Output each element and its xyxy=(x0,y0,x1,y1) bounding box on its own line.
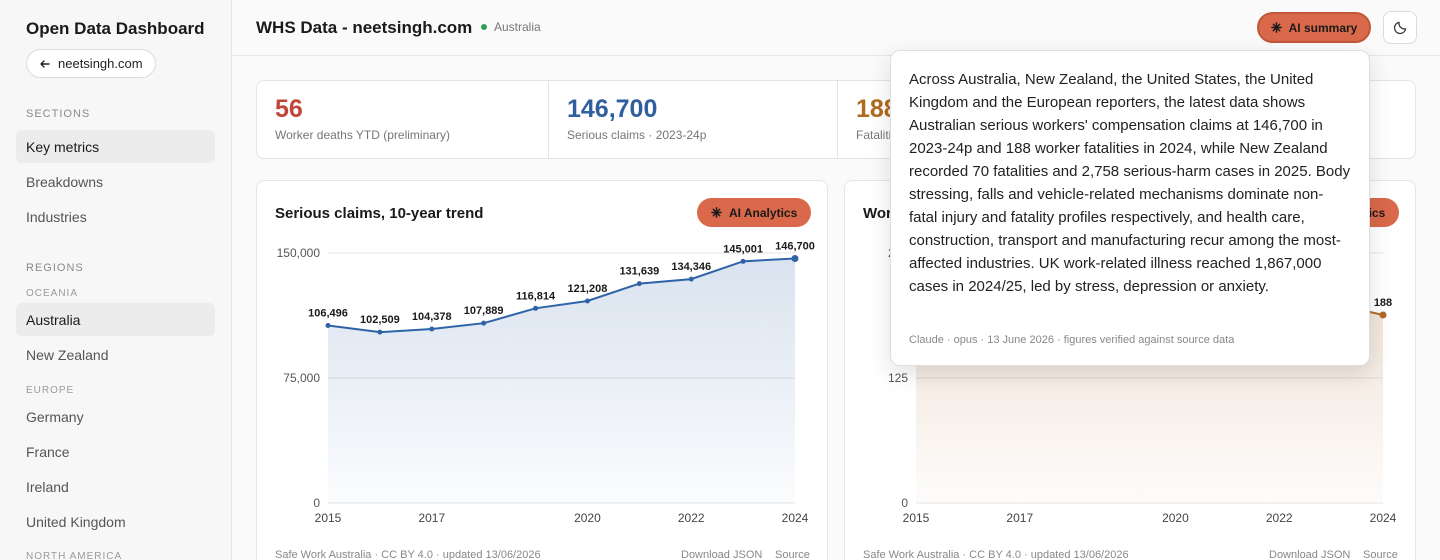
source-link[interactable]: Source xyxy=(775,549,810,560)
back-link-label: neetsingh.com xyxy=(58,56,143,71)
download-json-link[interactable]: Download JSON xyxy=(681,549,763,560)
data-label: 131,639 xyxy=(619,266,659,278)
data-point xyxy=(1379,311,1387,319)
region-new-zealand[interactable]: New Zealand xyxy=(26,346,109,363)
data-label: 107,889 xyxy=(464,305,504,317)
sections-heading: SECTIONS xyxy=(26,108,91,120)
ai-summary-text: Across Australia, New Zealand, the Unite… xyxy=(909,71,1351,295)
ai-analytics-label: AI Analytics xyxy=(729,205,798,220)
download-json-link[interactable]: Download JSON xyxy=(1269,549,1351,560)
brand-title: Open Data Dashboard xyxy=(26,19,205,38)
status-dot-icon xyxy=(481,24,487,30)
kpi-serious-claims: 146,700 Serious claims · 2023-24p xyxy=(548,81,837,158)
sidebar: Open Data Dashboard neetsingh.com SECTIO… xyxy=(0,0,232,560)
data-label: 188 xyxy=(1374,297,1392,309)
data-label: 106,496 xyxy=(308,308,348,320)
region-group-north-america: NORTH AMERICA xyxy=(26,551,123,560)
x-tick-label: 2015 xyxy=(903,511,930,525)
data-label: 145,001 xyxy=(723,243,763,255)
regions-heading: REGIONS xyxy=(26,262,84,274)
data-point xyxy=(429,326,435,332)
data-label: 134,346 xyxy=(671,261,711,273)
arrow-left-icon xyxy=(40,59,50,68)
card-source-text: Safe Work Australia · CC BY 4.0 · update… xyxy=(275,549,541,560)
serious-claims-chart: 0 75,000 150,000 2015 2017 2020 2022 2024 106,49… xyxy=(277,241,815,526)
x-tick-label: 2020 xyxy=(1162,511,1189,525)
x-tick-label: 2017 xyxy=(1006,511,1033,525)
x-tick-label: 2024 xyxy=(1370,511,1397,525)
card-source-text: Safe Work Australia · CC BY 4.0 · update… xyxy=(863,549,1129,560)
data-point xyxy=(791,255,799,262)
y-tick-label: 0 xyxy=(313,496,320,510)
kpi-value: 146,700 xyxy=(567,95,658,123)
y-tick-label: 150,000 xyxy=(277,246,321,260)
data-label: 102,509 xyxy=(360,314,400,326)
back-link-button[interactable]: neetsingh.com xyxy=(26,49,156,78)
x-tick-label: 2024 xyxy=(782,511,809,525)
region-group-oceania: OCEANIA xyxy=(26,288,79,299)
data-point xyxy=(481,320,487,326)
data-point xyxy=(740,258,746,264)
y-tick-label: 0 xyxy=(901,496,908,510)
theme-toggle-button[interactable] xyxy=(1383,11,1417,44)
y-tick-label: 75,000 xyxy=(283,371,320,385)
page-title: WHS Data - neetsingh.com xyxy=(256,18,473,37)
ai-analytics-button[interactable]: AI Analytics xyxy=(697,198,812,227)
region-indicator: Australia xyxy=(494,20,541,34)
region-germany[interactable]: Germany xyxy=(26,408,84,425)
data-label: 104,378 xyxy=(412,311,452,323)
top-header: WHS Data - neetsingh.com Australia AI su… xyxy=(232,0,1440,56)
data-label: 116,814 xyxy=(516,290,556,302)
card-title: Serious claims, 10-year trend xyxy=(275,205,484,222)
x-tick-label: 2022 xyxy=(1266,511,1293,525)
region-group-europe: EUROPE xyxy=(26,385,75,396)
region-united-kingdom[interactable]: United Kingdom xyxy=(26,513,126,530)
ai-summary-label: AI summary xyxy=(1288,20,1358,35)
nav-breakdowns[interactable]: Breakdowns xyxy=(26,173,104,190)
data-point xyxy=(688,276,694,282)
region-france[interactable]: France xyxy=(26,443,70,460)
sparkle-icon xyxy=(711,207,722,218)
y-tick-label: 125 xyxy=(888,371,908,385)
chart-card-serious-claims: 0 75,000 150,000 2015 2017 2020 2022 2024 106,49… xyxy=(256,180,828,560)
region-australia[interactable]: Australia xyxy=(16,303,215,336)
data-label: 146,700 xyxy=(775,241,815,253)
x-tick-label: 2020 xyxy=(574,511,601,525)
ai-summary-popover: Across Australia, New Zealand, the Unite… xyxy=(890,50,1370,366)
data-point xyxy=(377,329,383,335)
nav-industries[interactable]: Industries xyxy=(26,208,87,225)
data-label: 121,208 xyxy=(568,283,608,295)
data-point xyxy=(533,305,539,311)
source-link[interactable]: Source xyxy=(1363,549,1398,560)
x-tick-label: 2017 xyxy=(418,511,445,525)
kpi-label: Serious claims · 2023-24p xyxy=(567,128,707,142)
x-tick-label: 2022 xyxy=(678,511,705,525)
region-ireland[interactable]: Ireland xyxy=(26,478,69,495)
sparkle-icon xyxy=(1270,22,1282,33)
kpi-label: Worker deaths YTD (preliminary) xyxy=(275,128,450,142)
ai-summary-button[interactable]: AI summary xyxy=(1257,12,1371,43)
data-point xyxy=(636,281,642,287)
moon-icon xyxy=(1393,21,1406,35)
area-fill xyxy=(328,258,795,503)
kpi-worker-deaths: 56 Worker deaths YTD (preliminary) xyxy=(257,81,548,158)
nav-key-metrics[interactable]: Key metrics xyxy=(16,130,215,163)
x-tick-label: 2015 xyxy=(315,511,342,525)
series-line xyxy=(327,257,796,334)
data-point xyxy=(325,323,331,329)
kpi-value: 56 xyxy=(275,95,303,123)
data-point xyxy=(584,298,590,304)
ai-summary-meta: Claude · opus · 13 June 2026 · figures v… xyxy=(909,334,1235,346)
